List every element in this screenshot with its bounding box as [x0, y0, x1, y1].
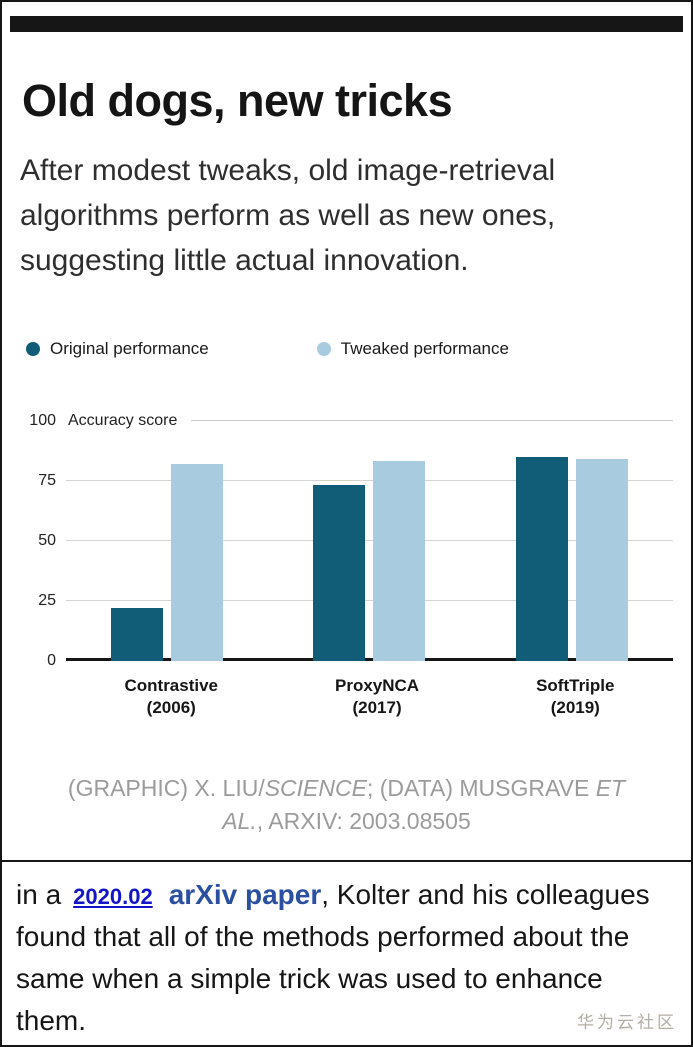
y-tick: 0: [47, 651, 56, 669]
masthead-bar: [10, 16, 683, 32]
page-title: Old dogs, new tricks: [22, 75, 453, 126]
legend-label-tweaked: Tweaked performance: [340, 338, 509, 358]
caption-part-italic: ET AL.: [222, 775, 626, 835]
gridline: [66, 599, 673, 601]
bar-tweaked-performance: [373, 461, 426, 661]
source-caption: (GRAPHIC) X. LIU/SCIENCE; (DATA) MUSGRAV…: [47, 772, 647, 837]
plot-area: [66, 421, 673, 661]
legend-item-original: Original performance: [26, 339, 209, 359]
caption-part: (GRAPHIC) X. LIU/: [67, 775, 265, 802]
y-tick: 25: [38, 591, 56, 609]
y-axis-ticks: 0 25 50 75: [20, 421, 66, 669]
article-rest: , Kolter and his colleagues found that a…: [16, 878, 650, 1036]
x-axis-category-label: ProxyNCA (2017): [335, 675, 420, 718]
x-axis-line: [66, 657, 673, 661]
y-tick: 75: [38, 471, 56, 489]
x-axis-labels: Contrastive (2006) ProxyNCA (2017) SoftTripl…: [66, 675, 673, 721]
x-axis-category-label: SoftTriple (2019): [536, 675, 615, 718]
bar-original-performance: [313, 485, 366, 661]
arxiv-paper-link[interactable]: arXiv paper: [168, 878, 322, 910]
divider: [2, 859, 691, 862]
bar-group: [313, 421, 426, 661]
y-tick: 50: [38, 531, 56, 549]
bar-original-performance: [111, 607, 164, 661]
y-axis-label: Accuracy score: [68, 411, 178, 429]
legend-dot-original-icon: [26, 341, 40, 356]
chart-legend: Original performance Tweaked performance: [26, 339, 673, 359]
bar-groups: [66, 421, 673, 661]
bar-original-performance: [515, 456, 568, 661]
y-axis-top-line: 100 Accuracy score: [20, 412, 673, 430]
article-prefix: in a: [16, 878, 62, 910]
chart-subtitle: After modest tweaks, old image-retrieval…: [20, 153, 556, 277]
y-tick-100: 100: [29, 411, 56, 429]
legend-dot-tweaked-icon: [316, 341, 331, 356]
chart-graphic: Old dogs, new tricks After modest tweaks…: [2, 76, 691, 838]
caption-part-italic: SCIENCE: [264, 775, 367, 802]
x-axis-category-label: Contrastive (2006): [124, 675, 219, 718]
article-text: in a 2020.02 arXiv paper, Kolter and his c…: [2, 862, 691, 1042]
bar-group: [515, 421, 628, 661]
bar-tweaked-performance: [575, 458, 628, 661]
bar-chart: 100 Accuracy score 0 25 50 75: [20, 412, 673, 669]
caption-part: , ARXIV: 2003.08505: [256, 808, 471, 835]
legend-item-tweaked: Tweaked performance: [316, 338, 509, 359]
x-axis: Contrastive (2006) ProxyNCA (2017) SoftTripl…: [20, 675, 673, 721]
x-axis-spacer: [20, 675, 66, 721]
bar-tweaked-performance: [171, 463, 224, 661]
gridline: [66, 479, 673, 481]
top-gridline: [191, 420, 673, 421]
gridline: [66, 539, 673, 541]
legend-label-original: Original performance: [50, 338, 209, 358]
watermark: 华为云社区: [577, 1013, 677, 1032]
bar-group: [111, 421, 224, 661]
caption-part: ; (DATA) MUSGRAVE: [366, 775, 596, 802]
date-link[interactable]: 2020.02: [73, 883, 153, 909]
